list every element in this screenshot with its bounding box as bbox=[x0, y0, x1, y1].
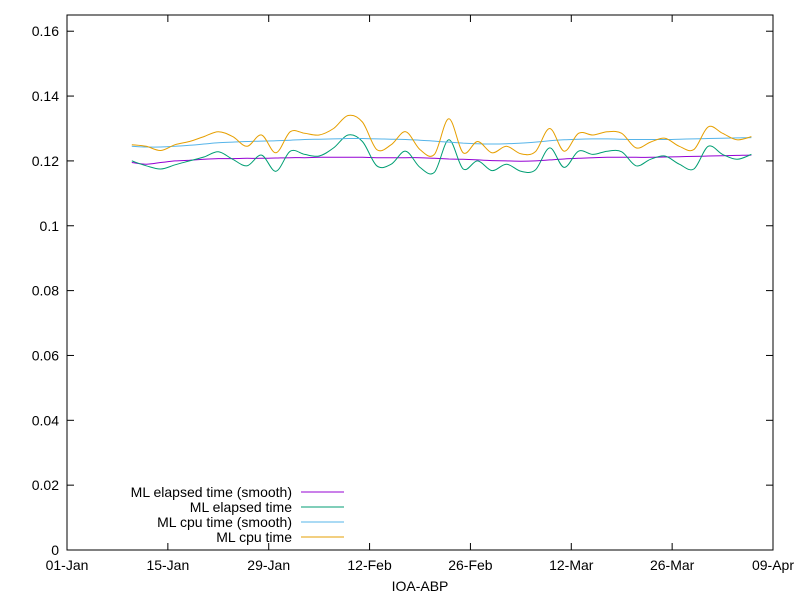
y-tick-label: 0.02 bbox=[32, 477, 59, 493]
series-line-2 bbox=[131, 137, 752, 148]
x-tick-label: 12-Feb bbox=[347, 557, 392, 573]
x-tick-label: 01-Jan bbox=[46, 557, 89, 573]
y-tick-label: 0.1 bbox=[40, 218, 60, 234]
y-tick-label: 0.08 bbox=[32, 283, 59, 299]
y-tick-label: 0.14 bbox=[32, 88, 59, 104]
y-tick-label: 0.06 bbox=[32, 347, 59, 363]
x-axis: 01-Jan 15-Jan 29-Jan 12-Feb 26-Feb 12-Mar 26-M… bbox=[46, 15, 794, 573]
legend: ML elapsed time (smooth)ML elapsed timeM… bbox=[131, 484, 344, 545]
series-line-1 bbox=[131, 134, 752, 175]
x-tick-label: 29-Jan bbox=[247, 557, 290, 573]
x-tick-label: 26-Feb bbox=[448, 557, 493, 573]
series-line-0 bbox=[131, 154, 752, 165]
x-tick-label: 26-Mar bbox=[650, 557, 695, 573]
y-tick-label: 0.04 bbox=[32, 412, 59, 428]
series-group bbox=[131, 114, 752, 175]
legend-label: ML elapsed time bbox=[190, 499, 292, 515]
x-axis-label: IOA-ABP bbox=[392, 578, 449, 594]
x-tick-label: 12-Mar bbox=[549, 557, 594, 573]
y-tick-label: 0.12 bbox=[32, 153, 59, 169]
x-tick-label: 15-Jan bbox=[146, 557, 189, 573]
y-tick-label: 0.16 bbox=[32, 23, 59, 39]
series-line-3 bbox=[131, 114, 752, 157]
legend-label: ML cpu time bbox=[216, 529, 292, 545]
plot-frame bbox=[66, 14, 774, 551]
legend-label: ML cpu time (smooth) bbox=[157, 514, 292, 530]
y-tick-label: 0 bbox=[51, 542, 59, 558]
x-tick-label: 09-Apr bbox=[752, 557, 794, 573]
legend-label: ML elapsed time (smooth) bbox=[131, 484, 292, 500]
y-axis: 0 0.02 0.04 0.06 0.08 0.1 0.12 0.14 0.16 bbox=[32, 23, 773, 558]
